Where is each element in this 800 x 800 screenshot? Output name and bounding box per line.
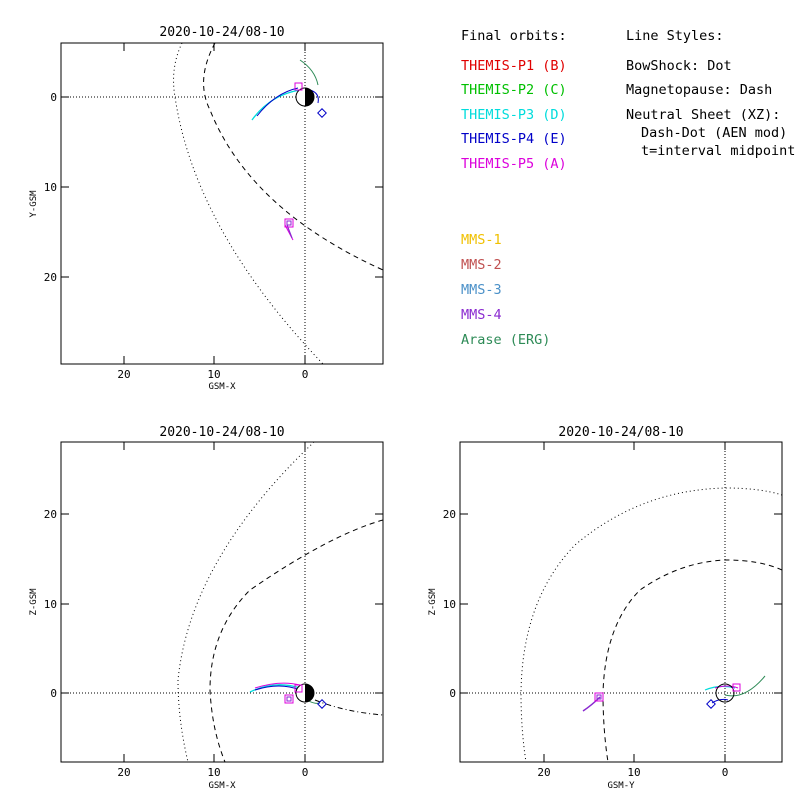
panel-xy-frame bbox=[60, 42, 384, 365]
legend-mms-3: MMS-3 bbox=[461, 282, 502, 298]
yz-xtick-0: 0 bbox=[722, 766, 729, 779]
panel-xz-ticks bbox=[61, 442, 383, 762]
panel-yz-frame bbox=[459, 441, 783, 763]
legend-themis-p5: THEMIS-P5 (A) bbox=[461, 156, 567, 172]
p4-marker-yz bbox=[706, 699, 716, 709]
legend-arase: Arase (ERG) bbox=[461, 332, 550, 348]
magnetopause-curve-xy bbox=[203, 43, 383, 271]
legend-styles-title: Line Styles: bbox=[626, 28, 724, 44]
orbit-arase-xy bbox=[299, 59, 319, 86]
yz-ylabel: Z-GSM bbox=[428, 588, 438, 616]
legend-style-bowshock: BowShock: Dot bbox=[626, 58, 732, 74]
neutral-sheet-xz bbox=[314, 699, 383, 716]
xz-ytick-20: 20 bbox=[44, 508, 57, 521]
legend-themis-p4: THEMIS-P4 (E) bbox=[461, 131, 567, 147]
xy-xtick-20: 20 bbox=[117, 368, 130, 381]
legend-themis-p2: THEMIS-P2 (C) bbox=[461, 82, 567, 98]
xz-ylabel: Z-GSM bbox=[29, 588, 39, 616]
mms-marker-xz bbox=[286, 696, 292, 702]
xy-xlabel: GSM-X bbox=[208, 382, 236, 392]
xy-xtick-0: 0 bbox=[302, 368, 309, 381]
bowshock-curve-xz bbox=[177, 442, 315, 762]
legend-style-magnetopause: Magnetopause: Dash bbox=[626, 82, 772, 98]
legend-themis-p3: THEMIS-P3 (D) bbox=[461, 107, 567, 123]
legend-mms-4: MMS-4 bbox=[461, 307, 502, 323]
panel-yz-title: 2020-10-24/08-10 bbox=[558, 425, 683, 440]
orbit-p5-yz bbox=[714, 685, 739, 689]
mms-marker-yz bbox=[596, 694, 602, 700]
legend-style-neutral-sheet: Neutral Sheet (XZ): bbox=[626, 107, 780, 123]
panel-xz: 2020-10-24/08-10 20 10 0 bbox=[29, 425, 384, 791]
orbit-p3-xy bbox=[251, 89, 301, 121]
xy-ytick-10: 10 bbox=[44, 181, 57, 194]
p5-marker-xz bbox=[294, 684, 303, 693]
panel-yz: 2020-10-24/08-10 20 10 0 20 bbox=[428, 425, 783, 791]
earth-night-side-xz bbox=[305, 684, 314, 702]
legend-mms-1: MMS-1 bbox=[461, 232, 502, 248]
p5-marker-yz bbox=[732, 683, 741, 692]
panel-xy-title: 2020-10-24/08-10 bbox=[159, 25, 284, 40]
yz-xlabel: GSM-Y bbox=[607, 781, 635, 791]
bowshock-curve-yz bbox=[520, 487, 782, 762]
p5-marker2-yz bbox=[594, 692, 604, 702]
yz-ytick-20: 20 bbox=[443, 508, 456, 521]
xz-xtick-0: 0 bbox=[302, 766, 309, 779]
yz-ytick-0: 0 bbox=[449, 687, 456, 700]
panel-yz-ticks bbox=[460, 442, 782, 762]
orbit-p4-xy bbox=[256, 87, 299, 117]
legend-style-dash-dot: Dash-Dot (AEN mod) bbox=[641, 125, 787, 141]
xz-xtick-20: 20 bbox=[117, 766, 130, 779]
orbit-p5-xz bbox=[254, 682, 301, 689]
xy-ylabel: Y-GSM bbox=[29, 190, 39, 218]
xy-xtick-10: 10 bbox=[207, 368, 220, 381]
magnetopause-curve-yz bbox=[602, 559, 782, 762]
panel-xy-ticks bbox=[61, 43, 383, 364]
yz-xtick-20: 20 bbox=[537, 766, 550, 779]
legend-mms-2: MMS-2 bbox=[461, 257, 502, 273]
xz-xlabel: GSM-X bbox=[208, 781, 236, 791]
p5-marker2-xy bbox=[284, 218, 294, 228]
earth-night-side-xy bbox=[305, 88, 314, 106]
xy-ytick-0: 0 bbox=[50, 91, 57, 104]
orbit-mms-yz bbox=[582, 696, 601, 712]
magnetopause-curve-xz bbox=[209, 519, 383, 762]
orbit-p3-xz bbox=[249, 684, 301, 693]
legend-orbits-title: Final orbits: bbox=[461, 28, 567, 44]
legend-style-interval: t=interval midpoint bbox=[641, 143, 795, 159]
panel-xz-frame bbox=[60, 441, 384, 763]
p4-marker-xy bbox=[317, 108, 327, 118]
bowshock-curve-xy bbox=[173, 43, 324, 364]
legend-themis-p1: THEMIS-P1 (B) bbox=[461, 58, 567, 74]
xz-ytick-0: 0 bbox=[50, 687, 57, 700]
orbit-arase-yz bbox=[724, 675, 766, 697]
earth-circle-yz bbox=[715, 683, 735, 703]
panel-xz-title: 2020-10-24/08-10 bbox=[159, 425, 284, 440]
p5-marker2-xz bbox=[284, 694, 294, 704]
mms-marker-xy bbox=[286, 220, 292, 226]
yz-xtick-10: 10 bbox=[627, 766, 640, 779]
panel-xy: 2020-10-24/08-10 bbox=[29, 25, 384, 392]
p5-marker-xy bbox=[294, 82, 303, 91]
xz-ytick-10: 10 bbox=[44, 598, 57, 611]
yz-ytick-10: 10 bbox=[443, 598, 456, 611]
xy-ytick-20: 20 bbox=[44, 271, 57, 284]
p4-marker-xz bbox=[317, 699, 327, 709]
xz-xtick-10: 10 bbox=[207, 766, 220, 779]
legend: Final orbits: THEMIS-P1 (B) THEMIS-P2 (C… bbox=[461, 28, 795, 348]
